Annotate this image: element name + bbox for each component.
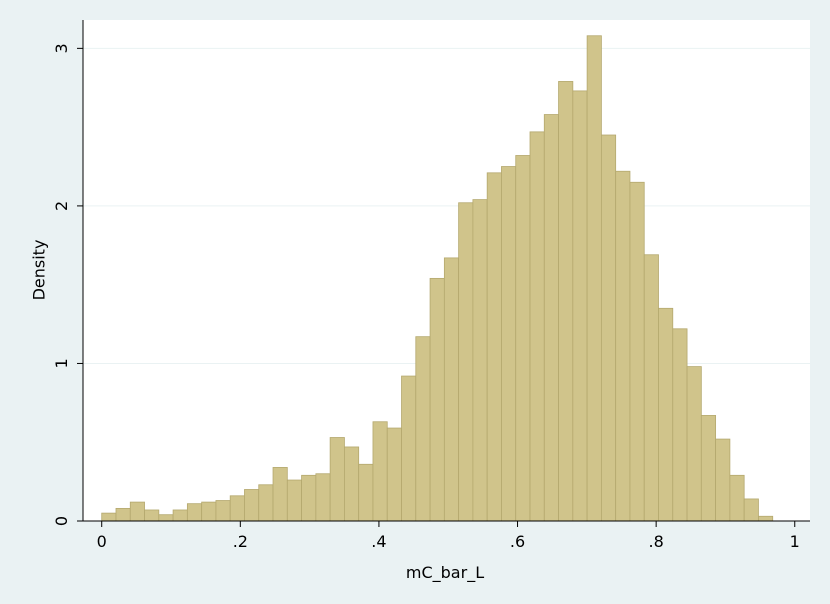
bar — [229, 495, 245, 522]
bar — [558, 81, 574, 522]
bar — [501, 166, 517, 522]
bar — [158, 514, 174, 522]
x-tick-label: .2 — [233, 532, 248, 551]
bar — [144, 509, 160, 522]
bar — [272, 467, 288, 522]
y-tick-label: 2 — [52, 201, 71, 211]
bar — [429, 277, 445, 522]
bar — [672, 328, 688, 522]
bar — [315, 473, 331, 522]
bar — [472, 199, 488, 522]
bar — [115, 507, 131, 522]
bar — [301, 474, 317, 522]
bar — [129, 501, 145, 522]
bar — [244, 489, 260, 522]
bar — [515, 155, 531, 522]
y-tick-label: 1 — [52, 358, 71, 368]
bar — [443, 257, 460, 522]
bar — [101, 512, 117, 522]
bar — [215, 500, 231, 522]
bar — [358, 463, 374, 522]
bar — [543, 114, 559, 522]
bar — [686, 366, 702, 522]
bar — [758, 515, 774, 522]
bar — [586, 35, 602, 522]
bar — [372, 421, 388, 522]
bar — [286, 479, 302, 522]
bar — [401, 375, 417, 522]
bar — [629, 181, 645, 522]
x-axis-label: mC_bar_L — [406, 563, 484, 583]
x-tick-label: .4 — [371, 532, 386, 551]
bar — [729, 474, 745, 522]
x-tick-label: .8 — [649, 532, 664, 551]
bar — [600, 134, 617, 522]
bar — [615, 170, 631, 522]
bar — [258, 484, 274, 522]
x-tick-label: 1 — [790, 532, 800, 551]
bar — [643, 254, 659, 522]
x-tick-label: 0 — [97, 532, 107, 551]
bar — [572, 90, 588, 522]
bar — [529, 131, 545, 522]
y-tick-label: 0 — [52, 516, 71, 526]
bar — [344, 446, 360, 522]
bar — [743, 498, 759, 522]
bar — [458, 202, 474, 522]
bar — [715, 438, 731, 522]
bar — [172, 509, 188, 522]
y-axis-label: Density — [30, 240, 49, 301]
x-tick-label: .6 — [510, 532, 525, 551]
bar — [658, 307, 674, 522]
bar — [415, 336, 431, 522]
bar — [486, 172, 502, 522]
bar — [700, 415, 717, 522]
bar — [186, 503, 203, 522]
y-tick-label: 3 — [52, 43, 71, 53]
bar — [329, 437, 345, 522]
bar — [386, 427, 402, 522]
bar — [201, 501, 217, 522]
